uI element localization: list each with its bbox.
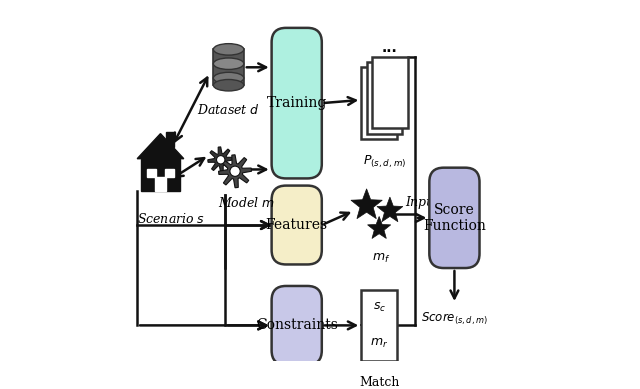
Text: $Score_{(s,d,m)}$: $Score_{(s,d,m)}$ (421, 311, 488, 328)
Text: Training: Training (266, 96, 327, 110)
FancyBboxPatch shape (367, 62, 403, 133)
FancyBboxPatch shape (271, 186, 322, 265)
Text: Features: Features (266, 218, 328, 232)
FancyBboxPatch shape (271, 28, 322, 179)
Polygon shape (218, 155, 252, 188)
Polygon shape (351, 189, 382, 219)
Text: $P_{(s,d,m)}$: $P_{(s,d,m)}$ (363, 153, 406, 170)
Bar (156, 177, 166, 191)
Polygon shape (208, 147, 234, 173)
Text: Model $m$: Model $m$ (218, 196, 275, 210)
FancyBboxPatch shape (361, 289, 397, 361)
FancyBboxPatch shape (429, 168, 479, 268)
Text: $s_c$: $s_c$ (372, 301, 386, 314)
Text: Constraints: Constraints (256, 318, 338, 332)
Polygon shape (367, 216, 391, 238)
FancyBboxPatch shape (271, 286, 322, 365)
Ellipse shape (213, 79, 244, 91)
Ellipse shape (230, 166, 240, 176)
Bar (141, 159, 180, 191)
Text: Scenario $s$: Scenario $s$ (137, 212, 205, 226)
Text: Score
Function: Score Function (423, 203, 486, 233)
Ellipse shape (213, 72, 244, 84)
Bar (213, 49, 244, 85)
Text: $m_f$: $m_f$ (372, 252, 390, 265)
Text: Input: Input (405, 196, 439, 209)
Polygon shape (137, 133, 184, 159)
Ellipse shape (216, 156, 225, 164)
Text: ...: ... (382, 41, 398, 55)
FancyBboxPatch shape (361, 67, 397, 139)
Ellipse shape (213, 58, 244, 70)
Text: $m_r$: $m_r$ (370, 337, 388, 350)
Bar (164, 169, 174, 177)
Text: Match: Match (359, 376, 399, 389)
Ellipse shape (213, 44, 244, 55)
Polygon shape (377, 197, 403, 222)
Text: Dataset $d$: Dataset $d$ (197, 103, 260, 117)
Bar (166, 132, 173, 147)
FancyBboxPatch shape (372, 56, 408, 128)
Bar (147, 169, 156, 177)
